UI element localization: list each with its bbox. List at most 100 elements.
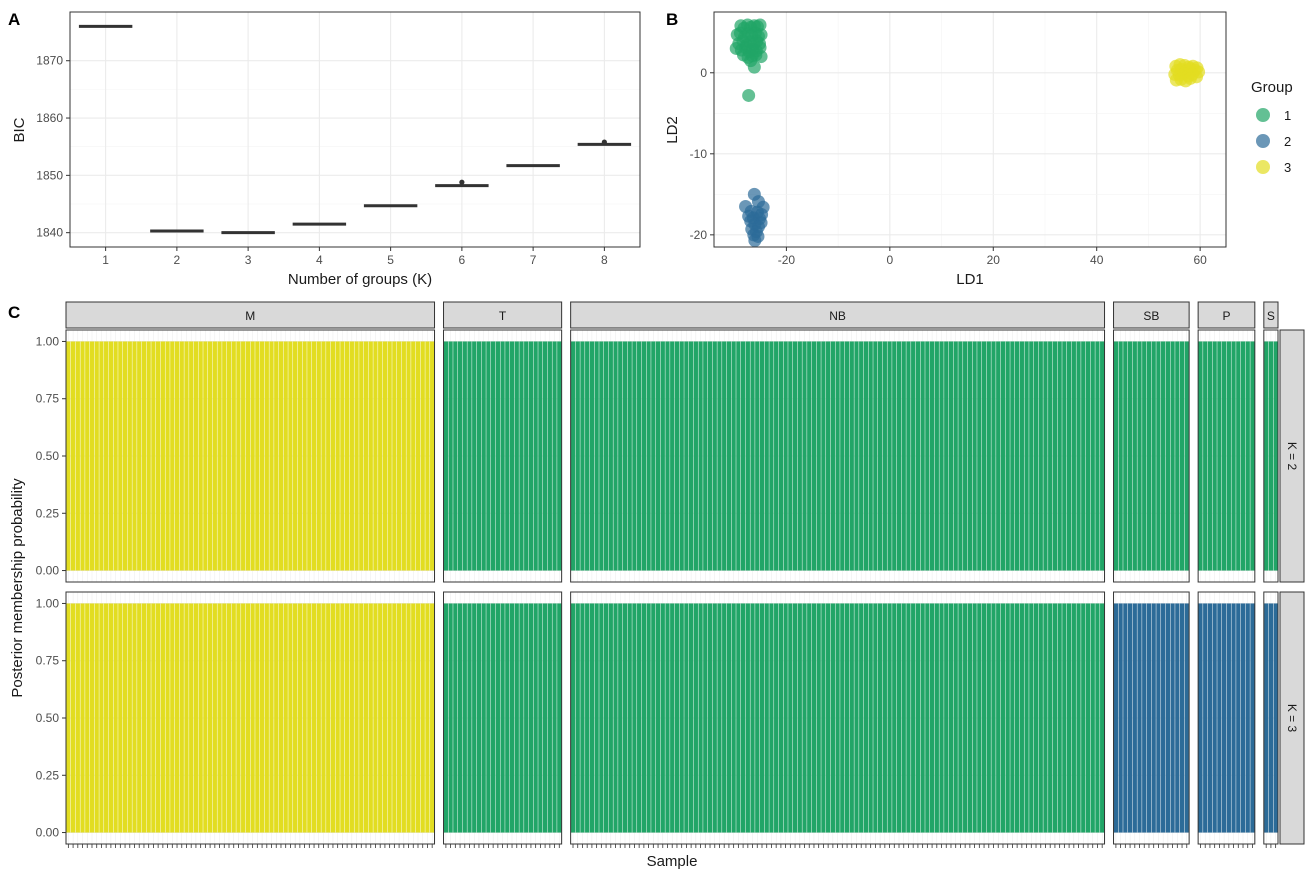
membership-bar-NB — [731, 603, 736, 833]
membership-bar-P — [1198, 341, 1203, 571]
membership-bar-SB — [1142, 603, 1147, 833]
membership-bar-NB — [792, 603, 798, 833]
membership-bar-T — [533, 341, 538, 571]
membership-bar-M — [344, 603, 350, 833]
membership-bar-NB — [575, 341, 580, 571]
membership-bar-NB — [939, 603, 944, 833]
membership-bar-NB — [594, 603, 599, 833]
membership-bar-P — [1231, 341, 1236, 571]
membership-bar-NB — [1029, 603, 1034, 833]
membership-bar-NB — [599, 603, 604, 833]
membership-bar-M — [222, 341, 227, 571]
membership-bar-M — [392, 341, 397, 571]
panel-a-gridlines — [70, 12, 640, 247]
panel-a-border — [69, 11, 641, 248]
membership-bar-NB — [637, 341, 642, 571]
membership-bar-SB — [1161, 603, 1166, 833]
ld-point-group-3 — [1183, 71, 1197, 85]
membership-bar-T — [453, 341, 458, 571]
membership-bar-M — [118, 603, 123, 833]
membership-bar-M — [127, 341, 132, 571]
panel-a-x-tick-label: 4 — [316, 253, 323, 267]
membership-bar-M — [118, 341, 123, 571]
membership-bar-NB — [887, 341, 892, 571]
membership-bar-M — [269, 603, 274, 833]
membership-bar-NB — [646, 341, 651, 571]
membership-bar-NB — [679, 603, 684, 833]
membership-bar-NB — [1052, 603, 1058, 833]
membership-bar-NB — [1019, 341, 1024, 571]
membership-bar-S — [1268, 603, 1274, 833]
membership-bar-M — [207, 341, 213, 571]
membership-bar-NB — [939, 341, 944, 571]
membership-bar-M — [297, 603, 302, 833]
membership-bar-T — [509, 603, 515, 833]
membership-bar-NB — [1033, 341, 1039, 571]
membership-bar-NB — [996, 603, 1001, 833]
membership-bar-P — [1245, 341, 1250, 571]
membership-bar-M — [326, 341, 331, 571]
membership-bar-M — [368, 341, 373, 571]
membership-bar-NB — [840, 341, 845, 571]
membership-bar-T — [472, 341, 477, 571]
membership-bar-M — [326, 603, 331, 833]
membership-bar-NB — [802, 341, 807, 571]
membership-bar-NB — [722, 603, 727, 833]
membership-bar-T — [457, 603, 463, 833]
membership-bar-NB — [778, 603, 784, 833]
membership-bar-M — [378, 603, 383, 833]
membership-bar-NB — [797, 603, 802, 833]
membership-bar-NB — [859, 603, 864, 833]
membership-bar-M — [359, 341, 364, 571]
facet-strip-M — [65, 301, 436, 329]
membership-bar-M — [420, 341, 425, 571]
membership-bar-NB — [660, 603, 665, 833]
membership-bar-NB — [750, 603, 755, 833]
membership-bar-NB — [854, 603, 859, 833]
membership-bar-NB — [726, 341, 732, 571]
membership-bar-M — [66, 603, 71, 833]
membership-bar-NB — [736, 603, 741, 833]
membership-bar-M — [151, 603, 156, 833]
bic-outlier-k6 — [459, 179, 465, 185]
membership-bar-NB — [594, 341, 599, 571]
membership-bar-NB — [651, 603, 656, 833]
membership-bar-P — [1245, 603, 1250, 833]
panel-c-x-title: Sample — [647, 853, 698, 870]
facet-panel-border — [443, 329, 563, 583]
panel-c-y-tick-label: 0.50 — [36, 449, 60, 463]
membership-bar-NB — [627, 341, 632, 571]
membership-bar-M — [156, 341, 161, 571]
membership-bar-M — [198, 341, 203, 571]
facet-panel-border — [1263, 329, 1279, 583]
membership-bar-M — [203, 341, 208, 571]
facet-panel-border — [570, 591, 1106, 845]
membership-bar-M — [141, 603, 147, 833]
membership-bar-SB — [1179, 603, 1185, 833]
membership-bar-M — [264, 603, 269, 833]
membership-bar-NB — [1052, 341, 1058, 571]
membership-bar-NB — [646, 603, 651, 833]
membership-bar-NB — [674, 341, 680, 571]
membership-bar-NB — [613, 341, 618, 571]
membership-bar-P — [1207, 341, 1213, 571]
membership-bar-M — [94, 603, 99, 833]
membership-bar-NB — [665, 341, 670, 571]
membership-bar-NB — [1071, 341, 1076, 571]
legend: Group 1 2 3 — [1251, 79, 1293, 175]
membership-bar-M — [104, 603, 109, 833]
membership-bar-NB — [896, 341, 902, 571]
membership-bar-M — [396, 341, 402, 571]
membership-bar-SB — [1156, 341, 1161, 571]
facet-strip-label-T: T — [499, 309, 507, 323]
membership-bar-M — [425, 341, 430, 571]
membership-bar-M — [236, 603, 241, 833]
membership-bar-NB — [849, 341, 854, 571]
membership-bar-M — [340, 341, 345, 571]
membership-bar-NB — [826, 603, 831, 833]
membership-bar-NB — [632, 341, 637, 571]
membership-bar-NB — [613, 603, 618, 833]
membership-bar-SB — [1137, 341, 1142, 571]
membership-bar-M — [70, 603, 76, 833]
membership-bar-M — [170, 341, 175, 571]
